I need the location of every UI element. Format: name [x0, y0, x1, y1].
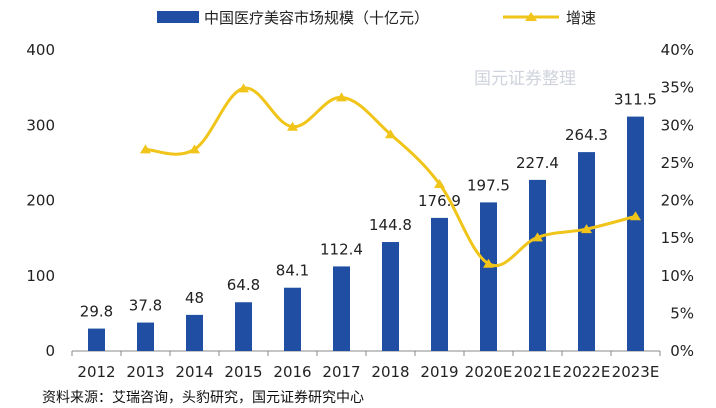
- bar-data-label: 197.5: [467, 176, 510, 194]
- legend-line-label: 增速: [566, 9, 596, 27]
- y-right-tick-label: 10%: [661, 267, 694, 285]
- y-right-tick-label: 20%: [661, 192, 694, 210]
- growth-marker: [287, 121, 298, 131]
- x-tick-label: 2012: [77, 363, 115, 381]
- bar: [578, 152, 595, 351]
- bar: [333, 266, 350, 351]
- bar-series: [88, 116, 644, 351]
- growth-marker: [385, 129, 396, 139]
- growth-marker: [238, 83, 249, 93]
- bar-data-label: 311.5: [614, 91, 657, 109]
- watermark: 国元证券整理: [474, 69, 576, 89]
- x-tick-label: 2020E: [465, 363, 513, 381]
- y-axis-right: 0% 5% 10% 15% 20% 25% 30% 35% 40%: [661, 41, 694, 360]
- bar: [284, 287, 301, 351]
- bar: [529, 179, 546, 351]
- legend-bar-swatch: [157, 11, 199, 23]
- y-right-tick-label: 15%: [661, 229, 694, 247]
- bar: [627, 116, 644, 351]
- bar-data-label: 64.8: [227, 276, 260, 294]
- bar-data-label: 112.4: [320, 240, 363, 258]
- x-tick-label: 2016: [273, 363, 311, 381]
- bar-data-label: 264.3: [565, 126, 608, 144]
- bar: [235, 302, 252, 351]
- y-right-tick-label: 5%: [670, 304, 694, 322]
- y-left-tick-label: 400: [26, 41, 55, 59]
- growth-line: [144, 86, 637, 268]
- bar-data-label: 48: [185, 289, 204, 307]
- x-tick-label: 2021E: [514, 363, 562, 381]
- growth-marker: [630, 211, 641, 221]
- growth-marker: [189, 144, 200, 154]
- bar-data-label: 29.8: [80, 303, 113, 321]
- x-tick-label: 2019: [420, 363, 458, 381]
- bar: [382, 242, 399, 351]
- bar-data-label: 176.9: [418, 192, 461, 210]
- y-left-tick-label: 0: [45, 342, 55, 360]
- y-left-tick-label: 100: [26, 267, 55, 285]
- bar: [137, 322, 154, 351]
- x-tick-label: 2013: [126, 363, 164, 381]
- bar: [88, 328, 105, 351]
- bar: [480, 202, 497, 351]
- growth-marker: [140, 144, 151, 154]
- x-axis: 2012 2013 2014 2015 2016 2017 2018 2019 2020E 202…: [71, 351, 661, 381]
- bar-data-label: 144.8: [369, 216, 412, 234]
- x-tick-label: 2017: [322, 363, 360, 381]
- legend: 中国医疗美容市场规模（十亿元） 增速: [157, 9, 596, 27]
- x-tick-label: 2022E: [563, 363, 611, 381]
- bar-data-labels: 29.8 37.8 48 64.8 84.1 112.4 144.8 176.9 197.5 22…: [80, 91, 657, 321]
- growth-marker: [483, 258, 494, 268]
- x-tick-label: 2018: [371, 363, 409, 381]
- x-tick-label: 2015: [224, 363, 262, 381]
- y-left-tick-label: 200: [26, 192, 55, 210]
- growth-markers: [140, 83, 641, 268]
- source-note: 资料来源：艾瑞咨询，头豹研究，国元证券研究中心: [42, 390, 364, 406]
- legend-bar-label: 中国医疗美容市场规模（十亿元）: [204, 9, 429, 27]
- y-right-tick-label: 40%: [661, 41, 694, 59]
- y-right-tick-label: 0%: [670, 342, 694, 360]
- y-right-tick-label: 25%: [661, 154, 694, 172]
- bar: [431, 217, 448, 351]
- y-axis-left: 0 100 200 300 400: [26, 41, 55, 360]
- y-left-tick-label: 300: [26, 116, 55, 134]
- growth-marker: [581, 224, 592, 234]
- x-tick-label: 2014: [175, 363, 213, 381]
- growth-marker: [336, 92, 347, 102]
- bar: [186, 314, 203, 351]
- bar-data-label: 227.4: [516, 154, 559, 172]
- bar-data-label: 84.1: [276, 262, 309, 280]
- growth-marker: [434, 178, 445, 188]
- y-right-tick-label: 35%: [661, 79, 694, 97]
- legend-line-marker: [525, 12, 537, 21]
- growth-marker: [532, 232, 543, 242]
- y-right-tick-label: 30%: [661, 116, 694, 134]
- bar-data-label: 37.8: [129, 297, 162, 315]
- x-tick-label: 2023E: [612, 363, 660, 381]
